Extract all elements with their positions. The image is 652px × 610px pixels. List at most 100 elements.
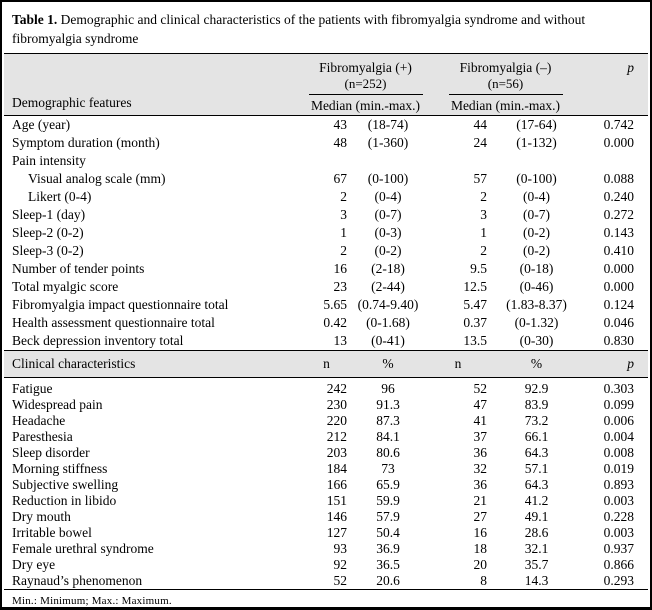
median-cell: 5.47: [463, 297, 487, 313]
percent-cell: 73.2: [524, 413, 549, 429]
count-cell: 203: [326, 445, 347, 461]
count-cell: 20: [473, 557, 488, 573]
row-label-cell: Age (year): [12, 117, 71, 133]
row-label-cell: Headache: [12, 413, 66, 429]
median-cell: 43: [333, 117, 348, 133]
p-value-cell: 0.272: [603, 207, 634, 223]
range-cell: [349, 152, 427, 170]
table-row: Health assessment questionnaire total 0.4…: [4, 314, 648, 332]
range-cell: (0-4): [523, 189, 550, 205]
count-cell: 52: [473, 381, 488, 397]
clinical-characteristics-header: Clinical characteristics: [4, 350, 304, 379]
table-header-band: Demographic features Fibromyalgia (+) (n…: [4, 53, 648, 117]
median-cell: 44: [473, 117, 488, 133]
range-cell: (17-64): [516, 117, 557, 133]
range-cell: (0-1.32): [514, 315, 559, 331]
median-cell: 13.5: [463, 333, 487, 349]
p-value-cell: 0.143: [603, 225, 634, 241]
table-row: Irritable bowel 127 50.4 16 28.6 0.003: [4, 525, 648, 541]
table-row: Widespread pain 230 91.3 47 83.9 0.099: [4, 397, 648, 413]
count-cell: 36: [473, 477, 488, 493]
count-cell: 92: [333, 557, 348, 573]
p-value-cell: 0.937: [603, 541, 634, 557]
group2-name: Fibromyalgia (–): [459, 60, 552, 76]
count-cell: 36: [473, 445, 488, 461]
count-cell: 21: [473, 493, 488, 509]
percent-cell: 92.9: [524, 381, 549, 397]
row-label-cell: Total myalgic score: [12, 279, 119, 295]
table-row: Reduction in libido 151 59.9 21 41.2 0.003: [4, 493, 648, 509]
demographics-clinical-table: Demographic features Fibromyalgia (+) (n…: [4, 53, 648, 589]
range-cell: [489, 152, 584, 170]
group1-subheader: Median (min.-max.): [310, 98, 421, 114]
median-cell: 3: [480, 207, 487, 223]
row-label-cell: Sleep-3 (0-2): [12, 243, 84, 259]
group2-underline-rule: [448, 94, 563, 96]
header-row: Demographic features Fibromyalgia (+) (n…: [4, 53, 648, 117]
percent-cell: 32.1: [524, 541, 549, 557]
p-value-cell: 0.303: [603, 381, 634, 397]
median-cell: 12.5: [463, 279, 487, 295]
row-label-cell: Pain intensity: [12, 153, 86, 169]
table-row: Beck depression inventory total 13 (0-41) 1…: [4, 332, 648, 351]
table-footnote: Min.: Minimum; Max.: Maximum.: [4, 589, 648, 607]
range-cell: (0-2): [523, 225, 550, 241]
range-cell: (0-2): [523, 243, 550, 259]
median-cell: 57: [473, 171, 488, 187]
range-cell: (2-44): [371, 279, 405, 295]
p-value-cell: 0.008: [603, 445, 634, 461]
table-row: Total myalgic score 23 (2-44) 12.5 (0-46) 0.0…: [4, 278, 648, 296]
percent-cell: 83.9: [524, 397, 549, 413]
range-cell: (0-1.68): [366, 315, 410, 331]
range-cell: (0-7): [374, 207, 402, 223]
row-label-cell: Dry eye: [12, 557, 56, 573]
median-cell: 13: [333, 333, 348, 349]
row-label-cell: Subjective swelling: [12, 477, 119, 493]
percent-cell: 41.2: [524, 493, 549, 509]
p-value-cell: [584, 152, 648, 170]
percent-cell: 91.3: [376, 397, 400, 413]
row-label-cell: Morning stiffness: [12, 461, 108, 477]
group1-sample-size: (n=252): [344, 76, 387, 92]
table-row: Age (year) 43 (18-74) 44 (17-64) 0.742: [4, 116, 648, 135]
median-cell: 3: [340, 207, 347, 223]
count-cell: 41: [473, 413, 488, 429]
range-cell: (1-360): [367, 135, 409, 151]
p-value-cell: 0.742: [603, 117, 634, 133]
median-cell: 23: [333, 279, 348, 295]
table-row: Fatigue 242 96 52 92.9 0.303: [4, 378, 648, 398]
p-value-cell: 0.000: [603, 261, 634, 277]
percent-cell: 49.1: [524, 509, 549, 525]
percent-cell: 66.1: [524, 429, 549, 445]
range-cell: (1.83-8.37): [506, 297, 567, 313]
median-cell: 16: [333, 261, 348, 277]
group1-name: Fibromyalgia (+): [319, 60, 412, 76]
row-label-cell: Symptom duration (month): [12, 135, 160, 151]
count-cell: 151: [326, 493, 347, 509]
clinical-header-row: Clinical characteristics n % n % p: [4, 350, 648, 379]
table-row: Paresthesia 212 84.1 37 66.1 0.004: [4, 429, 648, 445]
count-cell: 37: [473, 429, 488, 445]
range-cell: (0.74-9.40): [357, 297, 419, 313]
percent-cell: 73: [381, 461, 395, 477]
group1-underline-rule: [308, 94, 423, 96]
table-row: Visual analog scale (mm) 67 (0-100) 57 (0-10…: [4, 170, 648, 188]
median-cell: [304, 152, 349, 170]
row-label-cell: Fatigue: [12, 381, 53, 397]
row-label-cell: Raynaud’s phenomenon: [12, 573, 143, 589]
row-label-cell: Health assessment questionnaire total: [12, 315, 215, 331]
count-cell: 16: [473, 525, 488, 541]
row-label-cell: Likert (0-4): [28, 189, 92, 205]
table-row: Female urethral syndrome 93 36.9 18 32.1 0.93…: [4, 541, 648, 557]
median-cell: 0.42: [323, 315, 347, 331]
median-cell: 67: [333, 171, 348, 187]
p-value-column-header: p: [584, 53, 648, 117]
p-value-cell: 0.000: [603, 135, 634, 151]
range-cell: (0-46): [519, 279, 554, 295]
table-row: Subjective swelling 166 65.9 36 64.3 0.893: [4, 477, 648, 493]
p-value-cell: 0.228: [603, 509, 634, 525]
p-value-cell: 0.004: [603, 429, 634, 445]
count-cell: 93: [333, 541, 348, 557]
count-cell: 146: [326, 509, 347, 525]
